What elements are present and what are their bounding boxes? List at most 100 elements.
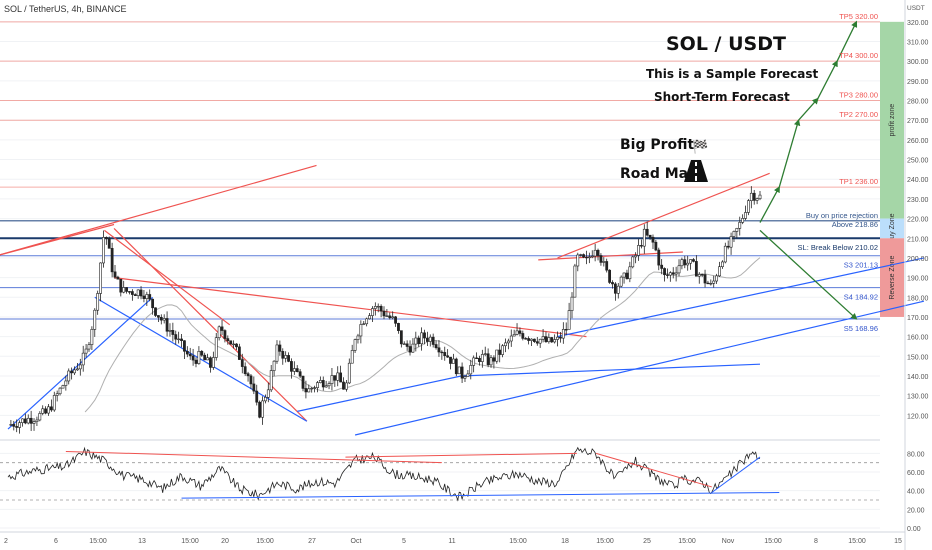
time-tick-label: 27 (308, 538, 316, 545)
candle-body (162, 318, 166, 321)
candle-body (243, 366, 247, 374)
price-tick-label: 200.00 (907, 256, 929, 263)
candle-body (405, 343, 409, 347)
candle-body (229, 340, 233, 345)
candle-body (246, 373, 250, 377)
candle-body (399, 330, 403, 345)
candle-body (599, 255, 603, 263)
candle-body (206, 357, 209, 361)
price-axis[interactable]: 120.00 130.00 140.00 150.00 160.00 170.00 180.… (904, 0, 929, 550)
candle-body (631, 256, 635, 268)
candle-body (463, 376, 467, 379)
candlesticks (9, 186, 762, 434)
candle-body (671, 272, 675, 275)
candle-body (240, 359, 244, 367)
candle-body (191, 355, 195, 361)
time-tick-label: 13 (138, 538, 146, 545)
candle-body (298, 371, 302, 377)
level-label: Above 218.86 (832, 220, 878, 229)
candle-body (32, 421, 36, 424)
candle-body (579, 254, 583, 256)
road-map-label: Road Map (620, 166, 699, 182)
candle-body (718, 266, 721, 277)
candle-body (266, 389, 270, 398)
candle-body (593, 249, 597, 257)
candle-body (449, 356, 452, 364)
candle-body (255, 390, 259, 403)
candle-body (281, 351, 285, 359)
candle-body (122, 287, 126, 293)
candle-body (475, 357, 478, 359)
time-tick-label: 8 (814, 538, 818, 545)
price-tick-label: 220.00 (907, 217, 929, 224)
trend-line (104, 229, 231, 326)
candle-body (732, 231, 736, 237)
candle-body (356, 335, 360, 340)
forecast-arrow-up (817, 60, 838, 99)
candle-body (49, 406, 53, 411)
candle-body (388, 315, 392, 319)
time-tick-label: 2 (4, 538, 8, 545)
candle-body (434, 344, 438, 349)
candle-body (272, 360, 276, 371)
candle-body (509, 335, 513, 342)
candle-body (365, 318, 369, 325)
candle-body (590, 255, 594, 258)
candle-body (480, 354, 484, 362)
candle-body (382, 310, 386, 317)
candle-body (564, 329, 568, 331)
time-axis[interactable]: 2 6 15:00 13 15:00 20 15:00 27 Oct 5 11 15:00 18 15:0… (0, 531, 905, 545)
candle-body (168, 330, 172, 332)
candle-body (527, 338, 531, 341)
candle-body (697, 274, 701, 277)
candle-body (116, 276, 120, 280)
rsi-tick-label: 40.00 (907, 489, 925, 496)
candle-body (211, 357, 215, 368)
candle-body (90, 329, 94, 345)
candle-body (556, 336, 559, 340)
candle-body (749, 192, 753, 201)
candle-body (35, 419, 39, 422)
candle-body (21, 418, 24, 423)
candle-body (313, 387, 316, 389)
rsi-tick-label: 60.00 (907, 470, 925, 477)
candle-body (275, 344, 279, 362)
candle-body (385, 315, 389, 317)
candle-body (23, 418, 27, 424)
candle-body (133, 294, 137, 296)
candle-body (567, 310, 571, 330)
candle-body (264, 397, 267, 402)
candle-body (223, 330, 227, 339)
candle-body (344, 382, 348, 390)
candle-body (683, 259, 687, 266)
candle-body (680, 259, 684, 267)
candle-body (292, 368, 296, 372)
candle-body (76, 368, 79, 371)
time-tick-label: 15:00 (848, 538, 866, 545)
candle-body (96, 293, 100, 311)
candle-body (486, 353, 490, 366)
candle-body (553, 339, 557, 343)
level-label: TP1 236.00 (839, 177, 878, 186)
candle-body (139, 289, 143, 297)
candle-body (729, 236, 733, 248)
price-tick-label: 240.00 (907, 177, 929, 184)
candle-body (561, 329, 565, 339)
candle-body (237, 346, 241, 360)
candle-body (674, 272, 678, 275)
road-icon (684, 160, 708, 182)
candle-body (489, 357, 493, 366)
candle-body (648, 234, 652, 238)
level-label: TP2 270.00 (839, 110, 878, 119)
candle-body (625, 272, 629, 280)
time-tick-label: 11 (448, 538, 455, 545)
level-label: TP3 280.00 (839, 91, 878, 100)
candle-body (686, 262, 690, 266)
candle-body (333, 375, 337, 381)
candle-body (379, 305, 383, 312)
candle-body (483, 353, 487, 355)
level-label: TP4 300.00 (839, 51, 878, 60)
candle-body (78, 364, 82, 370)
candle-body (460, 366, 464, 379)
